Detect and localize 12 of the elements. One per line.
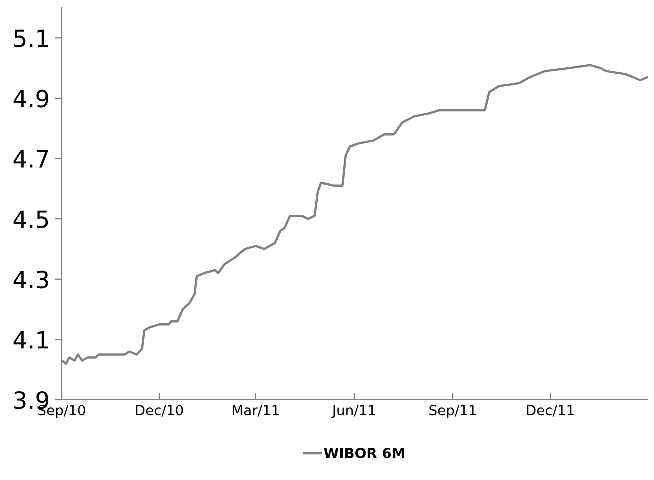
y-tick-label: 4.1 [14, 331, 48, 349]
legend-label: WIBOR 6M [324, 448, 404, 459]
x-tick-label: Jun/11 [332, 405, 376, 418]
x-tick-label: Sep/11 [430, 405, 476, 418]
x-tick-label: Dec/11 [527, 405, 574, 417]
y-tick-label: 4.9 [14, 90, 49, 108]
x-tick-label: Dec/10 [136, 405, 184, 417]
y-tick-label: 4.7 [14, 150, 48, 168]
y-tick-label: 5.1 [14, 30, 48, 48]
y-tick-label: 4.3 [14, 270, 48, 289]
y-tick-label: 4.5 [14, 210, 48, 228]
x-tick-label: Mar/11 [232, 405, 279, 417]
